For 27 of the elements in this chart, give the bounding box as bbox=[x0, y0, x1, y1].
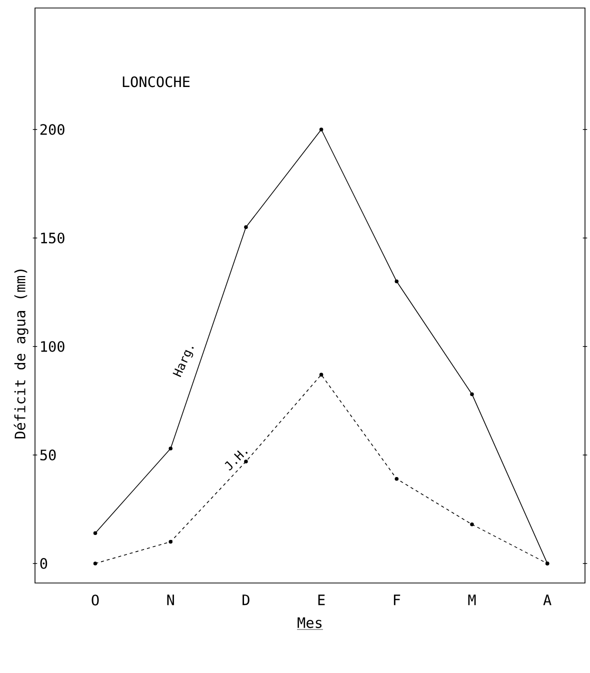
point bbox=[470, 522, 474, 526]
point bbox=[244, 225, 248, 230]
y-tick-label: 100 bbox=[41, 341, 64, 352]
x-tick-label: F bbox=[394, 594, 400, 606]
y-tick-label: 150 bbox=[41, 232, 64, 244]
point bbox=[470, 392, 474, 396]
point bbox=[93, 562, 98, 566]
x-axis-title: Mes bbox=[298, 617, 322, 628]
y-tick-label: 200 bbox=[40, 124, 64, 135]
text: J.H. bbox=[224, 450, 248, 471]
x-tick-label: A bbox=[543, 594, 552, 606]
x-tick-label: N bbox=[167, 594, 174, 606]
x-tick-label: M bbox=[468, 594, 476, 606]
x-tick-label: O bbox=[92, 594, 99, 606]
point bbox=[93, 531, 98, 535]
x-tick-label: D bbox=[242, 594, 250, 606]
point bbox=[394, 280, 399, 284]
y-axis-title: Déficit de agua (mm) bbox=[14, 270, 28, 438]
point bbox=[168, 540, 173, 544]
point bbox=[319, 128, 324, 132]
point bbox=[319, 372, 324, 377]
point bbox=[168, 446, 173, 450]
x-tick-label: E bbox=[318, 594, 325, 606]
point bbox=[394, 476, 399, 481]
y-tick-label: 50 bbox=[40, 450, 56, 460]
y-tick-label: 0 bbox=[40, 558, 48, 569]
text: LONCOCHE bbox=[122, 76, 190, 88]
